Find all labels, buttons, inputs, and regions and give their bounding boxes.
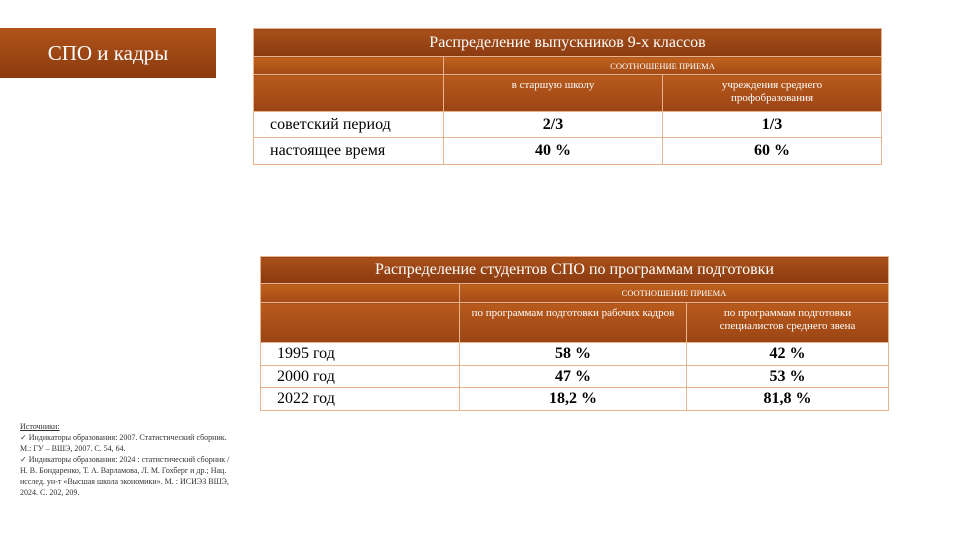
row-label: 2022 год [260,387,460,411]
column-header: по программам подготовки специалистов ср… [686,302,889,343]
cell: 18,2 % [459,387,687,411]
cell: 42 % [686,342,889,366]
sources: Источники: ✓ Индикаторы образования: 200… [20,421,230,498]
source-item: ✓ Индикаторы образования: 2024 : статист… [20,455,230,497]
slide-title: СПО и кадры [0,28,216,78]
column-header: в старшую школу [443,74,663,112]
source-item: ✓ Индикаторы образования: 2007. Статисти… [20,433,227,453]
row-label: 2000 год [260,365,460,388]
cell: 53 % [686,365,889,388]
sources-heading: Источники: [20,422,60,431]
cell: 58 % [459,342,687,366]
table-subtitle: СООТНОШЕНИЕ ПРИЕМА [459,283,889,303]
cell: 2/3 [443,111,663,138]
cell: 81,8 % [686,387,889,411]
column-header: учреждения среднего профобразования [661,74,883,112]
table-subtitle: СООТНОШЕНИЕ ПРИЕМА [442,56,883,75]
cell: 47 % [459,365,687,388]
cell: 60 % [661,137,883,165]
row-label: настоящее время [253,137,444,165]
cell: 40 % [443,137,663,165]
row-label: советский период [253,111,444,138]
column-header: по программам подготовки рабочих кадров [459,302,687,343]
row-label: 1995 год [260,342,460,366]
table: Распределение выпускников 9-х классов СО… [252,28,883,165]
table-title: Распределение выпускников 9-х классов [252,28,883,57]
cell: 1/3 [661,111,883,138]
table: Распределение студентов СПО по программа… [260,256,889,411]
table-title: Распределение студентов СПО по программа… [260,256,889,284]
